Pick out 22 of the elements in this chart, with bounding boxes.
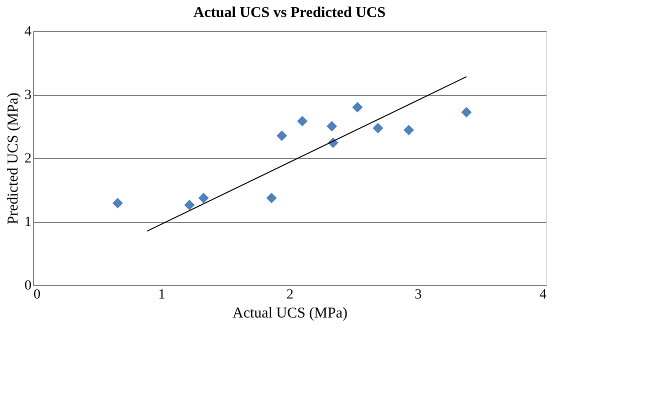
point: [112, 198, 123, 208]
point: [372, 122, 384, 134]
x-tick-label: 2: [286, 288, 294, 302]
point: [404, 124, 414, 136]
y-tick-label: 4: [24, 24, 32, 40]
y-axis-title: Predicted UCS (MPa): [6, 92, 22, 224]
x-tick-label: 3: [414, 288, 422, 302]
x-axis-title: Actual UCS (MPa): [232, 306, 348, 322]
point: [276, 130, 288, 142]
point: [297, 116, 308, 126]
chart-title: Actual UCS vs Predicted UCS: [193, 5, 386, 21]
point: [266, 192, 277, 204]
y-tick-label: 1: [24, 215, 32, 230]
point: [184, 200, 195, 210]
x-tick-label: 4: [540, 288, 546, 302]
point: [326, 121, 338, 132]
y-tick-label: 2: [24, 152, 32, 166]
y-tick-label: 3: [24, 88, 32, 103]
point: [352, 102, 363, 112]
x-tick-label: 1: [158, 288, 166, 302]
point: [198, 192, 209, 204]
point: [461, 107, 472, 118]
